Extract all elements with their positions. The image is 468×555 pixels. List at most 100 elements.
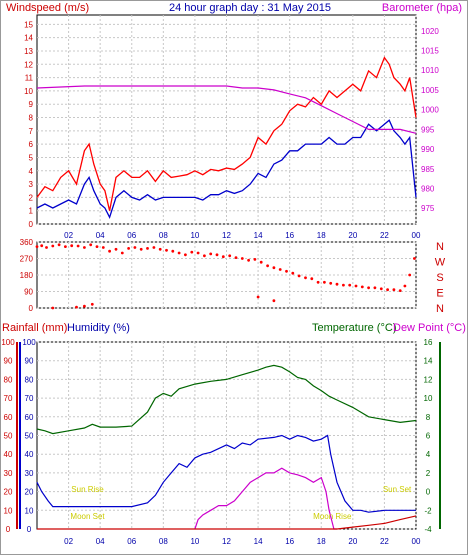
direction-point [335, 282, 339, 286]
compass-label: N [436, 303, 444, 315]
astro-annotation: Sun Rise [71, 485, 104, 494]
direction-tick-label: 270 [20, 255, 34, 264]
direction-point [75, 305, 78, 309]
direction-point [89, 243, 93, 247]
direction-point [316, 280, 320, 284]
direction-point [83, 304, 86, 308]
direction-point [64, 245, 67, 249]
temperature-tick-label: -4 [424, 525, 432, 534]
rain-tick-label: 100 [1, 338, 15, 347]
x-tick-label: 06 [127, 231, 136, 240]
barometer-tick-label: 1010 [421, 66, 439, 75]
direction-point [184, 253, 187, 257]
rain-tick-label: 20 [4, 488, 13, 497]
humidity-tick-label: 10 [25, 506, 34, 515]
direction-point [45, 246, 48, 249]
wind-tick-label: 6 [29, 140, 34, 149]
barometer-axis-label: Barometer (hpa) [382, 2, 462, 14]
wind-tick-label: 10 [24, 87, 33, 96]
direction-point [278, 268, 282, 271]
direction-point [403, 284, 407, 288]
humidity-tick-label: 50 [25, 432, 34, 441]
direction-point [259, 260, 263, 264]
temperature-tick-label: 12 [424, 375, 433, 384]
direction-point [171, 249, 175, 253]
humidity-tick-label: 60 [25, 413, 34, 422]
direction-point [209, 252, 213, 256]
x-tick-label: 14 [254, 231, 263, 240]
wind-tick-label: 2 [29, 193, 34, 202]
x-tick-label: 08 [159, 231, 168, 240]
direction-point [215, 253, 219, 257]
wind-tick-label: 15 [24, 20, 33, 29]
x-tick-label: 14 [254, 537, 263, 546]
direction-point [310, 277, 314, 281]
x-tick-label: 10 [190, 231, 199, 240]
direction-point [413, 257, 416, 260]
x-tick-label: 18 [317, 537, 326, 546]
x-tick-label: 04 [96, 537, 105, 546]
rainfall-axis-label: Rainfall (mm) [2, 322, 67, 334]
x-tick-label: 04 [96, 231, 105, 240]
wind-tick-label: 12 [24, 60, 33, 69]
compass-label: N [436, 241, 444, 253]
direction-point [40, 244, 44, 248]
compass-label: S [436, 272, 443, 284]
direction-point [256, 295, 260, 299]
humidity-tick-label: 70 [25, 394, 34, 403]
direction-point [190, 250, 194, 254]
direction-point [348, 283, 352, 287]
barometer-tick-label: 1005 [421, 86, 439, 95]
direction-point [291, 271, 295, 275]
direction-point [297, 274, 301, 278]
humidity-axis-label: Humidity (%) [67, 322, 130, 334]
rain-tick-label: 60 [4, 413, 13, 422]
direction-point [196, 251, 200, 255]
humidity-tick-label: 90 [25, 357, 34, 366]
direction-point [272, 266, 276, 270]
direction-point [329, 281, 333, 285]
temperature-tick-label: 14 [424, 357, 433, 366]
gust-line [36, 56, 417, 211]
x-tick-label: 22 [380, 231, 389, 240]
direction-point [360, 285, 364, 289]
panel-wind-series [36, 56, 417, 220]
astro-annotation: Moon Set [70, 512, 105, 521]
direction-point [108, 249, 111, 253]
rain-tick-label: 10 [4, 506, 13, 515]
rain-tick-label: 0 [6, 525, 11, 534]
temperature-tick-label: 4 [426, 450, 431, 459]
direction-point [247, 258, 251, 262]
direction-point [139, 247, 143, 251]
x-tick-label: 16 [285, 537, 294, 546]
panel-direction-grid [37, 241, 417, 309]
temperature-axis-label: Temperature (°C) [312, 322, 396, 334]
temperature-tick-label: 2 [426, 469, 431, 478]
humidity-line [36, 434, 416, 513]
direction-point [83, 246, 86, 249]
direction-point [392, 288, 396, 292]
direction-point [203, 254, 206, 258]
x-tick-label: 06 [127, 537, 136, 546]
wind-tick-label: 9 [29, 100, 34, 109]
barometer-tick-label: 980 [421, 185, 435, 194]
direction-point [304, 276, 307, 280]
panel-direction-series [35, 243, 416, 310]
direction-point [342, 283, 345, 287]
x-tick-label: 00 [412, 537, 421, 546]
average-line [36, 119, 417, 220]
direction-point [386, 288, 389, 292]
barometer-tick-label: 1015 [421, 46, 439, 55]
direction-point [127, 247, 130, 250]
rain-tick-label: 30 [4, 469, 13, 478]
panel-climate-grid [37, 341, 417, 530]
x-tick-label: 22 [380, 537, 389, 546]
wind-tick-label: 3 [29, 180, 34, 189]
rain-tick-label: 90 [4, 357, 13, 366]
wind-tick-label: 0 [29, 220, 34, 229]
wind-tick-label: 11 [25, 74, 34, 83]
x-tick-label: 16 [285, 231, 294, 240]
barometer-tick-label: 995 [421, 125, 435, 134]
